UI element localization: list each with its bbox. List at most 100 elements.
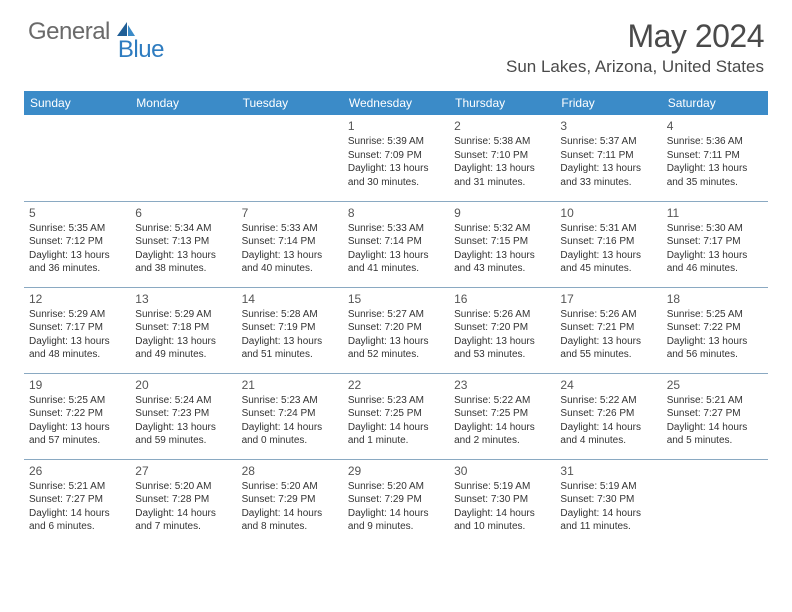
sunrise-line: Sunrise: 5:30 AM <box>667 222 763 236</box>
calendar-cell: 19Sunrise: 5:25 AMSunset: 7:22 PMDayligh… <box>24 373 130 459</box>
sunrise-line: Sunrise: 5:20 AM <box>348 480 444 494</box>
sunset-line: Sunset: 7:19 PM <box>242 321 338 335</box>
day-number: 16 <box>454 291 550 307</box>
daylight-line: Daylight: 13 hours and 30 minutes. <box>348 162 444 189</box>
calendar-cell: 5Sunrise: 5:35 AMSunset: 7:12 PMDaylight… <box>24 201 130 287</box>
logo-text-general: General <box>28 18 110 46</box>
daylight-line: Daylight: 14 hours and 4 minutes. <box>560 421 656 448</box>
title-block: May 2024 Sun Lakes, Arizona, United Stat… <box>506 18 764 77</box>
sunrise-line: Sunrise: 5:31 AM <box>560 222 656 236</box>
daylight-line: Daylight: 14 hours and 5 minutes. <box>667 421 763 448</box>
sunset-line: Sunset: 7:29 PM <box>242 493 338 507</box>
calendar-cell: 30Sunrise: 5:19 AMSunset: 7:30 PMDayligh… <box>449 459 555 545</box>
day-number: 8 <box>348 205 444 221</box>
daylight-line: Daylight: 13 hours and 43 minutes. <box>454 249 550 276</box>
daylight-line: Daylight: 13 hours and 46 minutes. <box>667 249 763 276</box>
daylight-line: Daylight: 13 hours and 53 minutes. <box>454 335 550 362</box>
sunrise-line: Sunrise: 5:33 AM <box>242 222 338 236</box>
daylight-line: Daylight: 13 hours and 49 minutes. <box>135 335 231 362</box>
day-number: 15 <box>348 291 444 307</box>
day-number: 13 <box>135 291 231 307</box>
calendar-cell: 23Sunrise: 5:22 AMSunset: 7:25 PMDayligh… <box>449 373 555 459</box>
sunrise-line: Sunrise: 5:28 AM <box>242 308 338 322</box>
sunrise-line: Sunrise: 5:20 AM <box>242 480 338 494</box>
day-number: 2 <box>454 118 550 134</box>
daylight-line: Daylight: 13 hours and 56 minutes. <box>667 335 763 362</box>
sunrise-line: Sunrise: 5:22 AM <box>560 394 656 408</box>
day-number: 4 <box>667 118 763 134</box>
calendar-cell: 13Sunrise: 5:29 AMSunset: 7:18 PMDayligh… <box>130 287 236 373</box>
sunset-line: Sunset: 7:20 PM <box>348 321 444 335</box>
day-number: 17 <box>560 291 656 307</box>
sunrise-line: Sunrise: 5:23 AM <box>242 394 338 408</box>
day-number: 14 <box>242 291 338 307</box>
sunset-line: Sunset: 7:13 PM <box>135 235 231 249</box>
daylight-line: Daylight: 13 hours and 40 minutes. <box>242 249 338 276</box>
day-number: 23 <box>454 377 550 393</box>
calendar-cell: 12Sunrise: 5:29 AMSunset: 7:17 PMDayligh… <box>24 287 130 373</box>
calendar-cell: 21Sunrise: 5:23 AMSunset: 7:24 PMDayligh… <box>237 373 343 459</box>
day-number: 25 <box>667 377 763 393</box>
location-text: Sun Lakes, Arizona, United States <box>506 57 764 77</box>
weekday-header: Friday <box>555 91 661 115</box>
sunset-line: Sunset: 7:21 PM <box>560 321 656 335</box>
calendar-cell: 10Sunrise: 5:31 AMSunset: 7:16 PMDayligh… <box>555 201 661 287</box>
calendar-cell <box>130 115 236 201</box>
sunset-line: Sunset: 7:20 PM <box>454 321 550 335</box>
sunrise-line: Sunrise: 5:21 AM <box>667 394 763 408</box>
sunset-line: Sunset: 7:11 PM <box>667 149 763 163</box>
sunset-line: Sunset: 7:25 PM <box>348 407 444 421</box>
sunset-line: Sunset: 7:24 PM <box>242 407 338 421</box>
sunset-line: Sunset: 7:17 PM <box>667 235 763 249</box>
daylight-line: Daylight: 14 hours and 9 minutes. <box>348 507 444 534</box>
sunset-line: Sunset: 7:28 PM <box>135 493 231 507</box>
weekday-header: Sunday <box>24 91 130 115</box>
daylight-line: Daylight: 14 hours and 0 minutes. <box>242 421 338 448</box>
daylight-line: Daylight: 13 hours and 57 minutes. <box>29 421 125 448</box>
calendar-cell: 14Sunrise: 5:28 AMSunset: 7:19 PMDayligh… <box>237 287 343 373</box>
calendar-cell: 11Sunrise: 5:30 AMSunset: 7:17 PMDayligh… <box>662 201 768 287</box>
calendar-cell: 31Sunrise: 5:19 AMSunset: 7:30 PMDayligh… <box>555 459 661 545</box>
daylight-line: Daylight: 13 hours and 48 minutes. <box>29 335 125 362</box>
sunset-line: Sunset: 7:16 PM <box>560 235 656 249</box>
weekday-header: Monday <box>130 91 236 115</box>
calendar-cell: 8Sunrise: 5:33 AMSunset: 7:14 PMDaylight… <box>343 201 449 287</box>
sunset-line: Sunset: 7:18 PM <box>135 321 231 335</box>
day-number: 6 <box>135 205 231 221</box>
day-number: 19 <box>29 377 125 393</box>
sunset-line: Sunset: 7:26 PM <box>560 407 656 421</box>
day-number: 11 <box>667 205 763 221</box>
sunrise-line: Sunrise: 5:25 AM <box>29 394 125 408</box>
day-number: 30 <box>454 463 550 479</box>
daylight-line: Daylight: 13 hours and 38 minutes. <box>135 249 231 276</box>
calendar-cell: 2Sunrise: 5:38 AMSunset: 7:10 PMDaylight… <box>449 115 555 201</box>
calendar-cell: 3Sunrise: 5:37 AMSunset: 7:11 PMDaylight… <box>555 115 661 201</box>
sunrise-line: Sunrise: 5:21 AM <box>29 480 125 494</box>
day-number: 12 <box>29 291 125 307</box>
calendar-cell: 28Sunrise: 5:20 AMSunset: 7:29 PMDayligh… <box>237 459 343 545</box>
daylight-line: Daylight: 13 hours and 41 minutes. <box>348 249 444 276</box>
calendar-cell: 4Sunrise: 5:36 AMSunset: 7:11 PMDaylight… <box>662 115 768 201</box>
sunrise-line: Sunrise: 5:19 AM <box>454 480 550 494</box>
sunset-line: Sunset: 7:30 PM <box>454 493 550 507</box>
sunrise-line: Sunrise: 5:25 AM <box>667 308 763 322</box>
daylight-line: Daylight: 14 hours and 6 minutes. <box>29 507 125 534</box>
sunrise-line: Sunrise: 5:38 AM <box>454 135 550 149</box>
calendar-cell: 24Sunrise: 5:22 AMSunset: 7:26 PMDayligh… <box>555 373 661 459</box>
sunrise-line: Sunrise: 5:22 AM <box>454 394 550 408</box>
day-number: 10 <box>560 205 656 221</box>
calendar-cell: 29Sunrise: 5:20 AMSunset: 7:29 PMDayligh… <box>343 459 449 545</box>
calendar-cell <box>237 115 343 201</box>
sunrise-line: Sunrise: 5:19 AM <box>560 480 656 494</box>
day-number: 9 <box>454 205 550 221</box>
daylight-line: Daylight: 13 hours and 52 minutes. <box>348 335 444 362</box>
weekday-header: Wednesday <box>343 91 449 115</box>
calendar-table: SundayMondayTuesdayWednesdayThursdayFrid… <box>24 91 768 545</box>
calendar-cell: 1Sunrise: 5:39 AMSunset: 7:09 PMDaylight… <box>343 115 449 201</box>
daylight-line: Daylight: 14 hours and 8 minutes. <box>242 507 338 534</box>
sunset-line: Sunset: 7:11 PM <box>560 149 656 163</box>
day-number: 31 <box>560 463 656 479</box>
sunrise-line: Sunrise: 5:20 AM <box>135 480 231 494</box>
calendar-body: 1Sunrise: 5:39 AMSunset: 7:09 PMDaylight… <box>24 115 768 545</box>
sunrise-line: Sunrise: 5:26 AM <box>560 308 656 322</box>
